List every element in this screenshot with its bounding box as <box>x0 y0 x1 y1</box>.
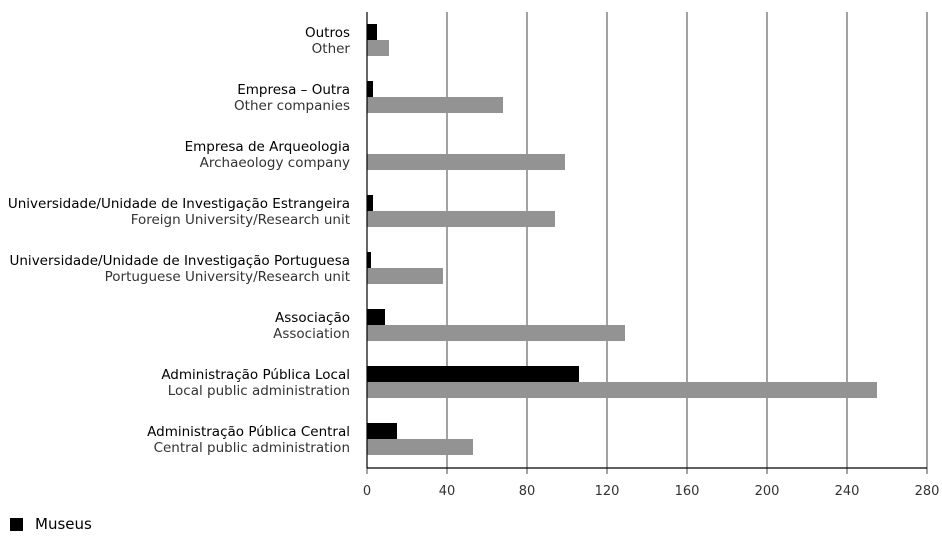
bar-series-2 <box>367 268 443 284</box>
bar-series-2 <box>367 154 565 170</box>
category-label-en: Association <box>273 326 350 342</box>
bar-series-2 <box>367 211 555 227</box>
gridlines <box>446 12 928 468</box>
bar-museus <box>367 423 397 439</box>
x-tick-label: 80 <box>519 484 536 499</box>
bar-series-2 <box>367 40 389 56</box>
legend: Museus <box>10 515 92 533</box>
category-label-pt: Administração Pública Local <box>161 367 350 383</box>
category-label-pt: Empresa – Outra <box>237 82 350 98</box>
category-label-pt: Outros <box>305 25 350 41</box>
category-label-pt: Empresa de Arqueologia <box>185 139 350 155</box>
bar-museus <box>367 309 385 325</box>
bar-series-2 <box>367 382 877 398</box>
legend-label-museus: Museus <box>35 515 92 533</box>
x-tick-label: 40 <box>439 484 456 499</box>
category-label-en: Foreign University/Research unit <box>131 212 350 228</box>
category-label-en: Other companies <box>234 98 350 114</box>
category-label-en: Central public administration <box>154 440 350 456</box>
category-label-en: Local public administration <box>168 383 350 399</box>
bar-series-2 <box>367 97 503 113</box>
x-axis: 0 40 80 120 160 200 240 280 <box>363 12 940 499</box>
bar-museus <box>367 366 579 382</box>
category-label-pt: Administração Pública Central <box>147 424 350 440</box>
x-tick-label: 280 <box>915 484 940 499</box>
category-label-en: Archaeology company <box>200 155 350 171</box>
category-label-pt: Universidade/Unidade de Investigação Por… <box>10 253 351 269</box>
bar-museus <box>367 24 377 40</box>
bar-museus <box>367 252 371 268</box>
x-tick-label: 120 <box>595 484 620 499</box>
category-label-en: Portuguese University/Research unit <box>105 269 350 285</box>
bar-museus <box>367 195 373 211</box>
category-label-pt: Associação <box>275 310 350 326</box>
x-tick-label: 240 <box>835 484 860 499</box>
category-label-en: Other <box>312 41 351 57</box>
x-tick-label: 160 <box>675 484 700 499</box>
bar-museus <box>367 81 373 97</box>
x-tick-label: 200 <box>755 484 780 499</box>
bar-series-2 <box>367 325 625 341</box>
legend-swatch-museus <box>10 517 23 531</box>
bars <box>367 24 877 455</box>
x-tick-label: 0 <box>363 484 371 499</box>
bar-series-2 <box>367 439 473 455</box>
category-label-pt: Universidade/Unidade de Investigação Est… <box>8 196 350 212</box>
